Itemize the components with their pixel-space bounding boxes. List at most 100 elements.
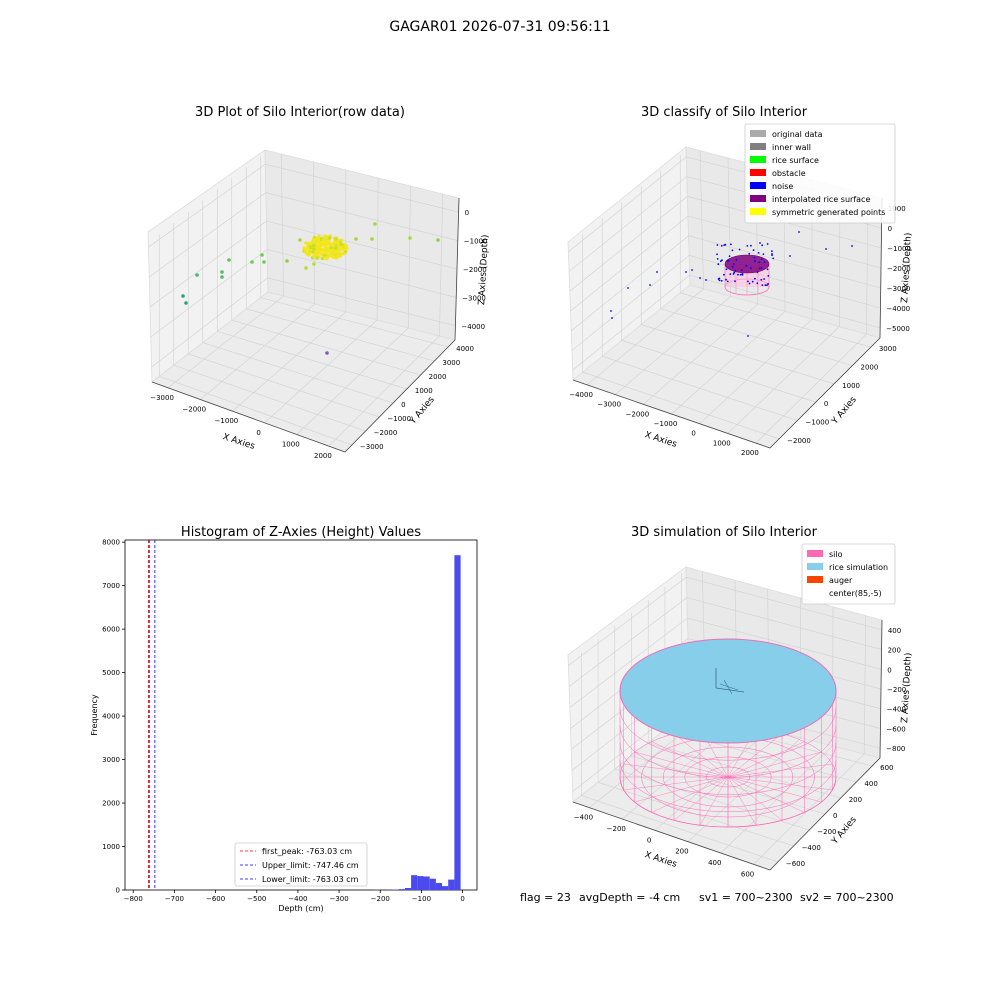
chart-3d-classify: 3D classify of Silo Interior −4000−3000−… xyxy=(567,105,914,457)
noise-point xyxy=(750,244,752,247)
histogram-bar xyxy=(429,878,436,890)
data-point xyxy=(316,237,321,242)
histogram-bar xyxy=(454,555,461,890)
data-point xyxy=(331,255,336,259)
data-point xyxy=(306,253,311,257)
legend-label: rice simulation xyxy=(829,563,888,572)
data-point xyxy=(338,252,343,256)
y-tick-label: 400 xyxy=(864,780,877,788)
y-tick-label: 0 xyxy=(401,401,405,409)
x-tick-label: −1000 xyxy=(654,420,678,428)
legend-swatch xyxy=(750,130,766,137)
histogram-bar xyxy=(442,886,449,890)
z-tick-label: 0 xyxy=(888,225,892,233)
chart2-ylabel: Y Axies xyxy=(830,395,859,427)
noise-point xyxy=(717,263,720,266)
data-point xyxy=(436,238,440,242)
chart2-legend: original data inner wall rice surface obsta… xyxy=(744,123,896,224)
chart3-xlabel: Depth (cm) xyxy=(278,904,323,913)
noise-point xyxy=(747,280,749,283)
noise-point xyxy=(741,273,744,275)
noise-point xyxy=(720,279,723,282)
chart4-title: 3D simulation of Silo Interior xyxy=(631,525,818,540)
noise-point xyxy=(716,258,719,260)
noise-point xyxy=(656,271,658,273)
x-tick-label: −2000 xyxy=(182,406,206,414)
legend-label: silo xyxy=(829,550,843,559)
z-tick-label: −2000 xyxy=(463,266,487,274)
noise-point xyxy=(758,267,761,270)
y-tick-label: 1000 xyxy=(415,387,433,395)
noise-point xyxy=(760,278,763,281)
noise-point xyxy=(685,271,687,273)
legend-frame xyxy=(801,543,896,605)
noise-point xyxy=(771,250,773,253)
noise-point xyxy=(756,282,759,285)
noise-point xyxy=(610,310,612,312)
noise-point xyxy=(699,277,701,279)
z-tick-label: −400 xyxy=(887,706,906,714)
chart1-zlabel: Z Axies (Depth) xyxy=(477,234,491,305)
noise-point xyxy=(763,261,766,264)
data-point xyxy=(325,351,329,355)
legend-label: Upper_limit: -747.46 cm xyxy=(262,861,359,870)
noise-point xyxy=(721,259,723,261)
data-point xyxy=(341,251,346,256)
noise-point xyxy=(733,271,736,274)
z-tick-label: −800 xyxy=(886,745,905,753)
y-tick-label: 3000 xyxy=(879,345,897,353)
x-tick-label: −300 xyxy=(329,895,348,903)
data-point xyxy=(317,234,321,239)
x-tick-label: 0 xyxy=(647,836,651,844)
data-point xyxy=(370,237,374,241)
noise-point xyxy=(762,253,765,256)
noise-point xyxy=(730,243,732,246)
noise-point xyxy=(719,260,722,263)
legend-frame xyxy=(744,123,896,224)
noise-point xyxy=(724,243,727,246)
data-point xyxy=(334,237,338,241)
noise-point xyxy=(611,317,613,319)
noise-point xyxy=(764,284,767,287)
y-tick-label: 3000 xyxy=(442,359,460,367)
noise-point xyxy=(723,273,725,276)
noise-point xyxy=(771,253,773,255)
data-point xyxy=(336,249,340,254)
x-tick-label: −400 xyxy=(574,814,593,822)
noise-point xyxy=(731,265,734,268)
noise-point xyxy=(737,273,739,276)
data-point xyxy=(325,255,330,259)
chart1-ylabel: Y Axies xyxy=(408,395,437,427)
status-line: flag = 23 avgDepth = -4 cm sv1 = 700~230… xyxy=(520,891,894,904)
legend-label: obstacle xyxy=(772,169,806,178)
chart2-zlabel: Z Axies (Depth) xyxy=(900,232,914,303)
noise-point xyxy=(734,269,736,272)
z-tick-label: −5000 xyxy=(886,325,910,333)
legend-label: center(85,-5) xyxy=(829,589,882,598)
noise-point xyxy=(728,255,731,257)
noise-point xyxy=(767,283,769,285)
y-tick-label: −200 xyxy=(817,828,836,836)
chart1-points xyxy=(181,222,440,355)
chart1-title: 3D Plot of Silo Interior(row data) xyxy=(195,105,405,120)
x-tick-label: −200 xyxy=(607,825,626,833)
noise-point xyxy=(756,271,759,274)
chart3-title: Histogram of Z-Axies (Height) Values xyxy=(181,525,421,540)
data-point xyxy=(195,273,199,277)
y-tick-label: 4000 xyxy=(102,713,120,721)
z-tick-label: −4000 xyxy=(461,323,485,331)
noise-point xyxy=(738,248,741,251)
data-point xyxy=(315,256,319,260)
chart2-xlabel: X Axies xyxy=(643,430,678,450)
noise-point xyxy=(745,264,748,267)
x-tick-label: −4000 xyxy=(569,391,593,399)
noise-point xyxy=(825,248,827,250)
histogram-bar xyxy=(411,875,418,890)
data-point xyxy=(332,250,336,255)
data-point xyxy=(331,243,335,248)
noise-point xyxy=(851,245,853,247)
data-point xyxy=(408,236,412,240)
noise-point xyxy=(754,260,756,262)
data-point xyxy=(314,252,319,256)
noise-point xyxy=(763,278,765,280)
